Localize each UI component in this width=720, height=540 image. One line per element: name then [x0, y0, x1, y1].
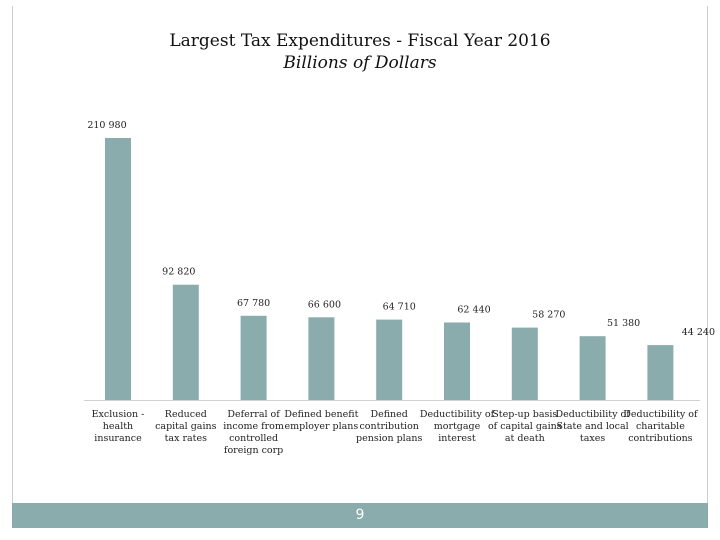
footer-bar: 9: [12, 503, 708, 528]
category-label-3: Defined benefit employer plans: [284, 409, 358, 432]
page-number: 9: [355, 507, 365, 523]
bar-1: [172, 284, 199, 400]
slide-frame: [12, 6, 708, 528]
data-label-6: 58 270: [532, 310, 565, 321]
data-label-2: 67 780: [237, 298, 270, 309]
data-label-4: 64 710: [383, 302, 416, 313]
bar-0: [105, 138, 131, 400]
category-label-5: Deductibility of mortgage interest: [420, 409, 496, 444]
bar-3: [308, 317, 335, 400]
category-label-6: Step-up basis of capital gains at death: [488, 409, 562, 444]
data-label-8: 44 240: [682, 327, 715, 338]
category-label-0: Exclusion -health insurance: [92, 409, 145, 444]
data-label-5: 62 440: [457, 305, 490, 316]
bar-4: [376, 319, 403, 400]
category-label-4: Defined contribution pension plans: [356, 409, 422, 444]
category-label-1: Reduced capital gains tax rates: [155, 409, 217, 444]
data-label-0: 210 980: [87, 120, 126, 131]
category-label-8: Deductibility of charitable contributions: [623, 409, 699, 444]
data-label-1: 92 820: [162, 267, 195, 278]
data-label-3: 66 600: [308, 299, 341, 310]
category-label-7: Deductibility of State and local taxes: [555, 409, 631, 444]
bar-6: [511, 327, 538, 400]
data-label-7: 51 380: [607, 318, 640, 329]
category-label-2: Deferral of income from controlled foreign …: [223, 409, 284, 456]
bar-2: [240, 315, 267, 400]
chart-title-block: Largest Tax Expenditures - Fiscal Year 2…: [0, 30, 720, 74]
bar-7: [579, 336, 606, 400]
bar-chart: 210 980 Exclusion -health insurance 92 820 R…: [84, 120, 715, 456]
bar-8: [647, 345, 674, 400]
bar-5: [444, 322, 470, 400]
chart-title: Largest Tax Expenditures - Fiscal Year 2…: [169, 31, 551, 51]
chart-subtitle: Billions of Dollars: [283, 53, 437, 73]
